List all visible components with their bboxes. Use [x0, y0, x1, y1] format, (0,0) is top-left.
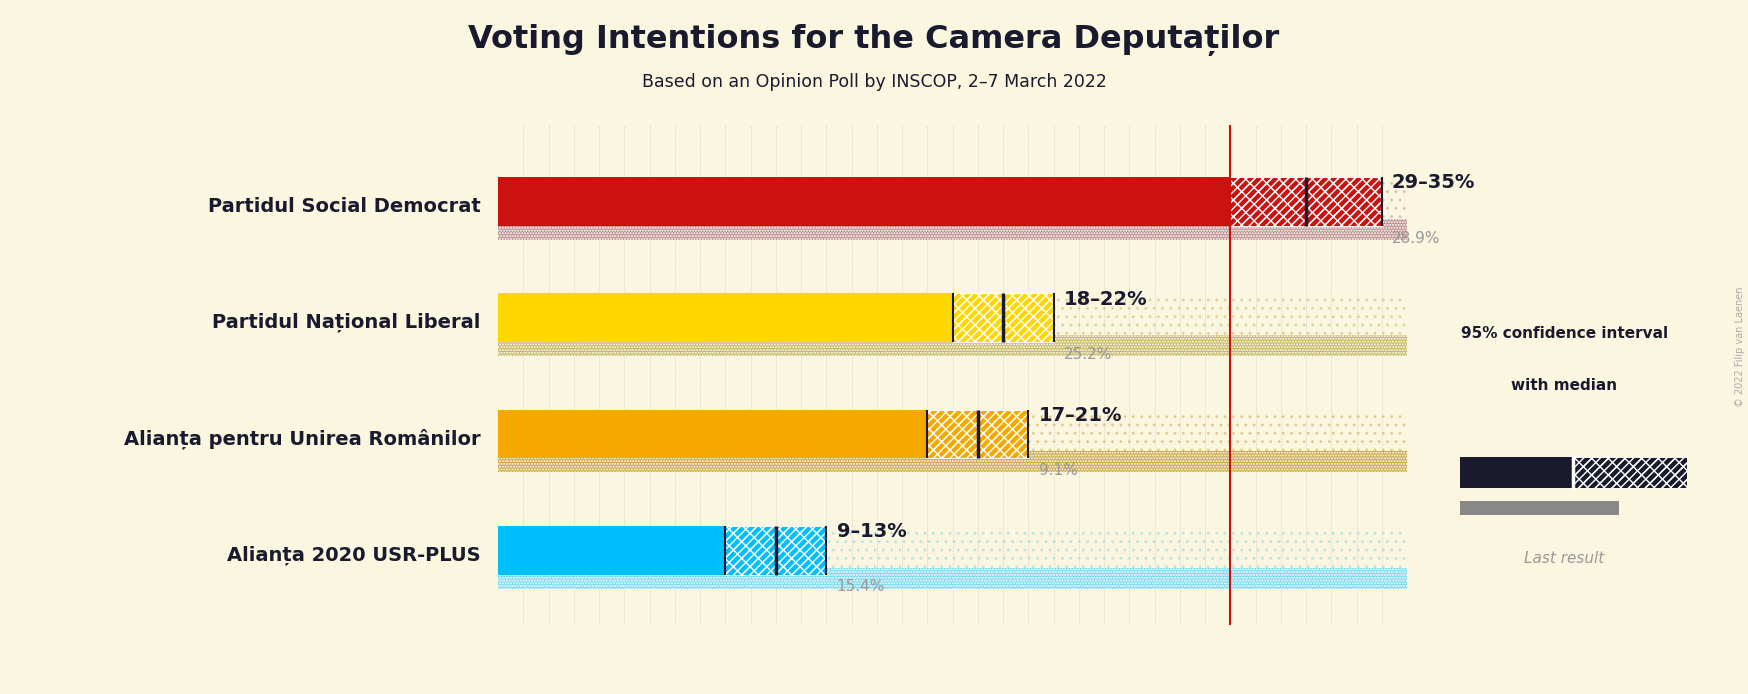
Bar: [498, 568, 1407, 589]
Bar: [725, 526, 827, 575]
Text: © 2022 Filip van Laenen: © 2022 Filip van Laenen: [1734, 287, 1745, 407]
Bar: [498, 568, 1407, 589]
Bar: [498, 177, 1231, 226]
Text: 9.1%: 9.1%: [1038, 463, 1077, 478]
Text: 25.2%: 25.2%: [1065, 347, 1112, 362]
Bar: [498, 219, 1407, 240]
Bar: [498, 219, 1407, 240]
Text: 95% confidence interval: 95% confidence interval: [1461, 325, 1668, 341]
Text: Partidul Național Liberal: Partidul Național Liberal: [212, 313, 481, 332]
Bar: [953, 294, 1054, 342]
Bar: [953, 294, 1054, 342]
Bar: [1573, 457, 1687, 488]
Bar: [1460, 501, 1619, 515]
Text: Alianța 2020 USR-PLUS: Alianța 2020 USR-PLUS: [227, 545, 481, 565]
Text: 18–22%: 18–22%: [1065, 289, 1147, 309]
Text: 9–13%: 9–13%: [837, 522, 905, 541]
Bar: [1231, 177, 1383, 226]
Text: 17–21%: 17–21%: [1038, 406, 1122, 425]
Bar: [498, 409, 928, 459]
Bar: [725, 526, 827, 575]
Bar: [498, 335, 1407, 356]
Bar: [498, 177, 1407, 226]
Bar: [1460, 457, 1573, 488]
Text: 28.9%: 28.9%: [1391, 230, 1440, 246]
Bar: [498, 335, 1407, 356]
Bar: [498, 409, 1407, 459]
Bar: [498, 526, 725, 575]
Text: Last result: Last result: [1524, 551, 1605, 566]
Text: with median: with median: [1512, 378, 1617, 393]
Bar: [1231, 177, 1383, 226]
Bar: [928, 409, 1028, 459]
Text: Based on an Opinion Poll by INSCOP, 2–7 March 2022: Based on an Opinion Poll by INSCOP, 2–7 …: [642, 73, 1106, 91]
Text: 29–35%: 29–35%: [1391, 174, 1475, 192]
Bar: [498, 452, 1407, 473]
Bar: [498, 452, 1407, 473]
Text: Partidul Social Democrat: Partidul Social Democrat: [208, 197, 481, 216]
Bar: [498, 294, 953, 342]
Bar: [498, 526, 1407, 575]
Bar: [1573, 457, 1687, 488]
Bar: [498, 294, 1407, 342]
Text: Voting Intentions for the Camera Deputaților: Voting Intentions for the Camera Deputaț…: [468, 24, 1280, 56]
Text: Alianța pentru Unirea Românilor: Alianța pentru Unirea Românilor: [124, 428, 481, 449]
Bar: [928, 409, 1028, 459]
Text: 15.4%: 15.4%: [837, 579, 884, 594]
